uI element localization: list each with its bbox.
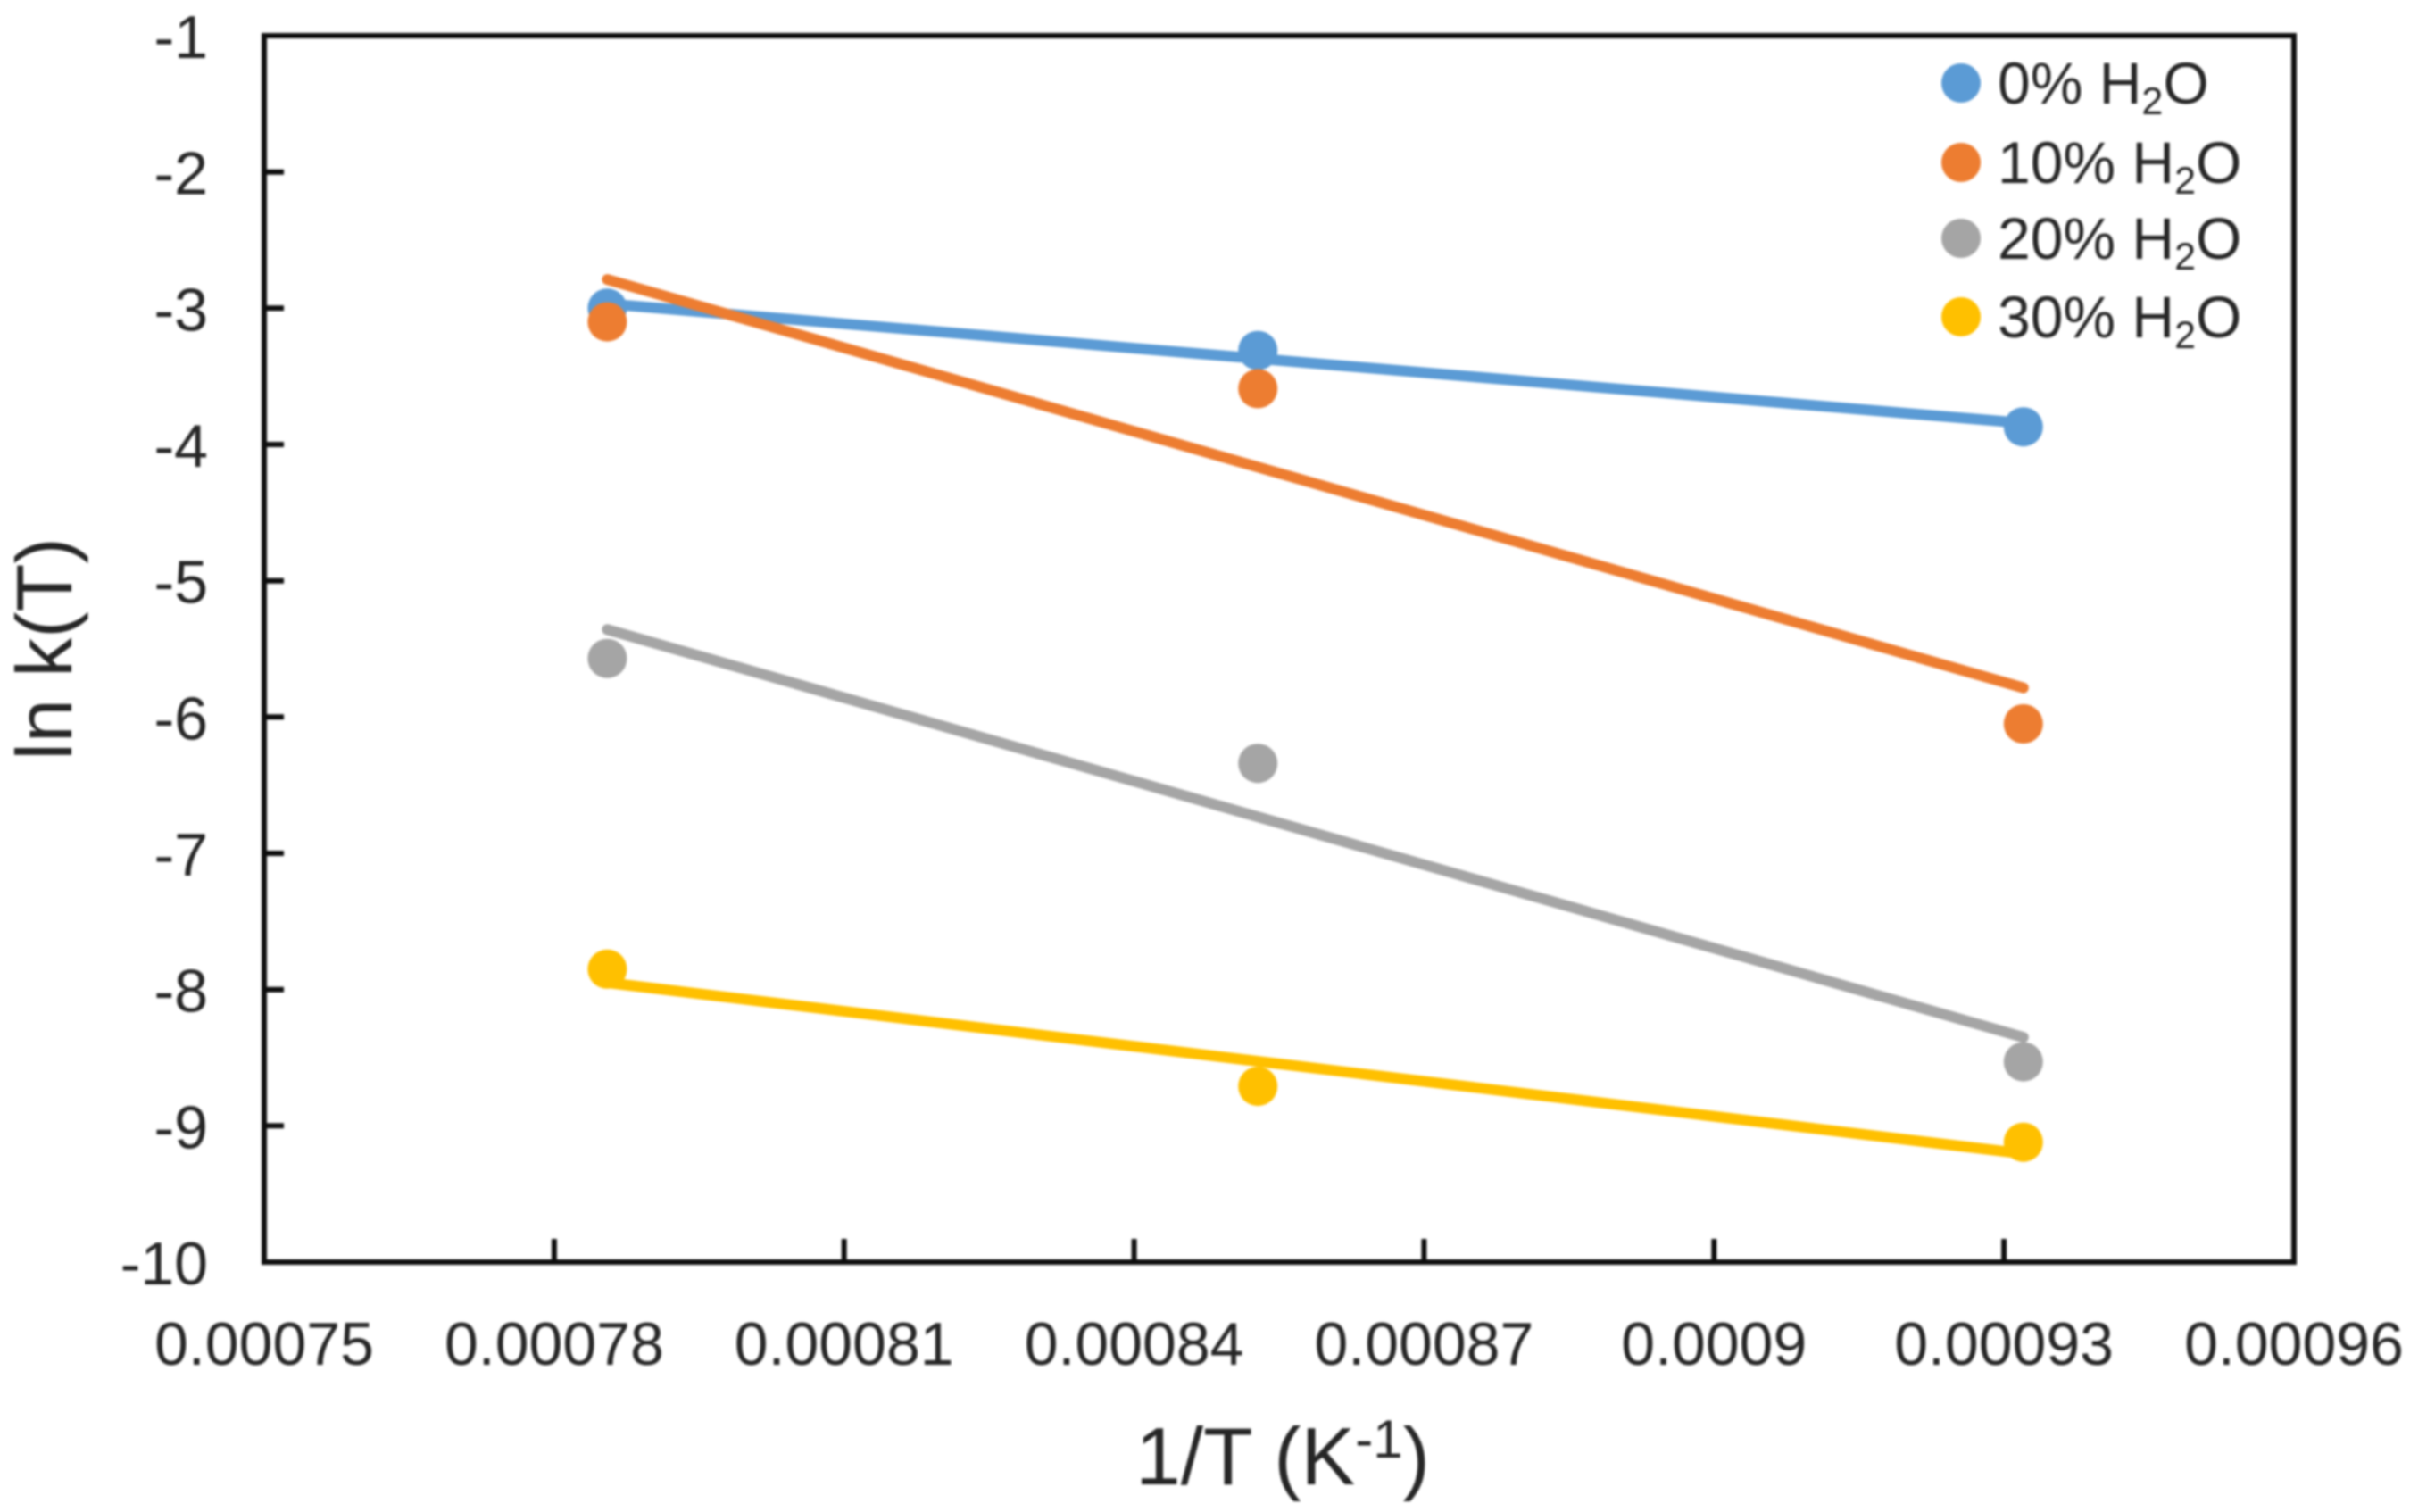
svg-text:ln k(T): ln k(T) [0,537,88,760]
svg-text:-4: -4 [154,412,208,480]
svg-text:0.0009: 0.0009 [1621,1310,1807,1378]
svg-text:0.00084: 0.00084 [1025,1310,1244,1378]
svg-text:0.00075: 0.00075 [154,1310,374,1378]
svg-text:-7: -7 [154,821,208,889]
svg-text:-2: -2 [154,140,208,208]
svg-text:-1: -1 [154,4,208,71]
svg-text:10% H2O: 10% H2O [1998,129,2241,203]
svg-text:30% H2O: 30% H2O [1998,284,2241,357]
svg-text:0.00096: 0.00096 [2184,1310,2404,1378]
svg-text:-10: -10 [120,1230,208,1298]
svg-text:0.00078: 0.00078 [445,1310,664,1378]
svg-text:-9: -9 [154,1093,208,1161]
svg-text:-6: -6 [154,685,208,752]
svg-text:0.00081: 0.00081 [735,1310,954,1378]
svg-text:0% H2O: 0% H2O [1998,50,2209,123]
svg-text:-8: -8 [154,958,208,1026]
svg-text:-3: -3 [154,276,208,344]
svg-text:20% H2O: 20% H2O [1998,205,2241,278]
svg-text:0.00093: 0.00093 [1894,1310,2114,1378]
svg-text:-5: -5 [154,549,208,617]
svg-text:0.00087: 0.00087 [1314,1310,1533,1378]
